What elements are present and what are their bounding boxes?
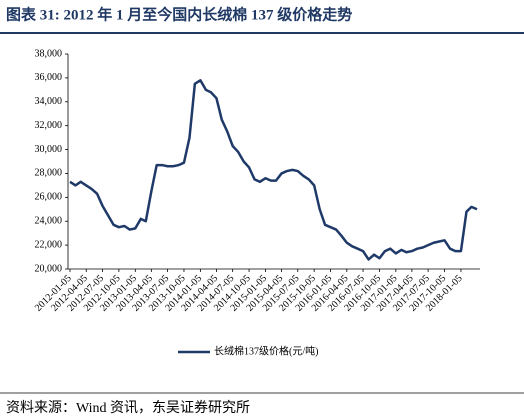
y-tick-label: 26,000 [35,192,63,203]
y-tick-label: 38,000 [35,48,63,59]
y-tick-label: 30,000 [35,144,63,155]
y-tick-label: 28,000 [35,168,63,179]
legend-label: 长绒棉137级价格(元/吨) [214,344,318,357]
y-tick-label: 22,000 [35,239,63,250]
y-tick-label: 24,000 [35,216,63,227]
y-tick-label: 32,000 [35,120,63,131]
y-tick-label: 34,000 [35,96,63,107]
y-tick-label: 20,000 [35,263,63,274]
y-tick-label: 36,000 [35,72,63,83]
source: 资料来源：Wind 资讯，东吴证券研究所 [6,400,250,416]
price-line [69,79,478,261]
chart-title: 图表 31: 2012 年 1 月至今国内长绒棉 137 级价格走势 [6,5,352,23]
